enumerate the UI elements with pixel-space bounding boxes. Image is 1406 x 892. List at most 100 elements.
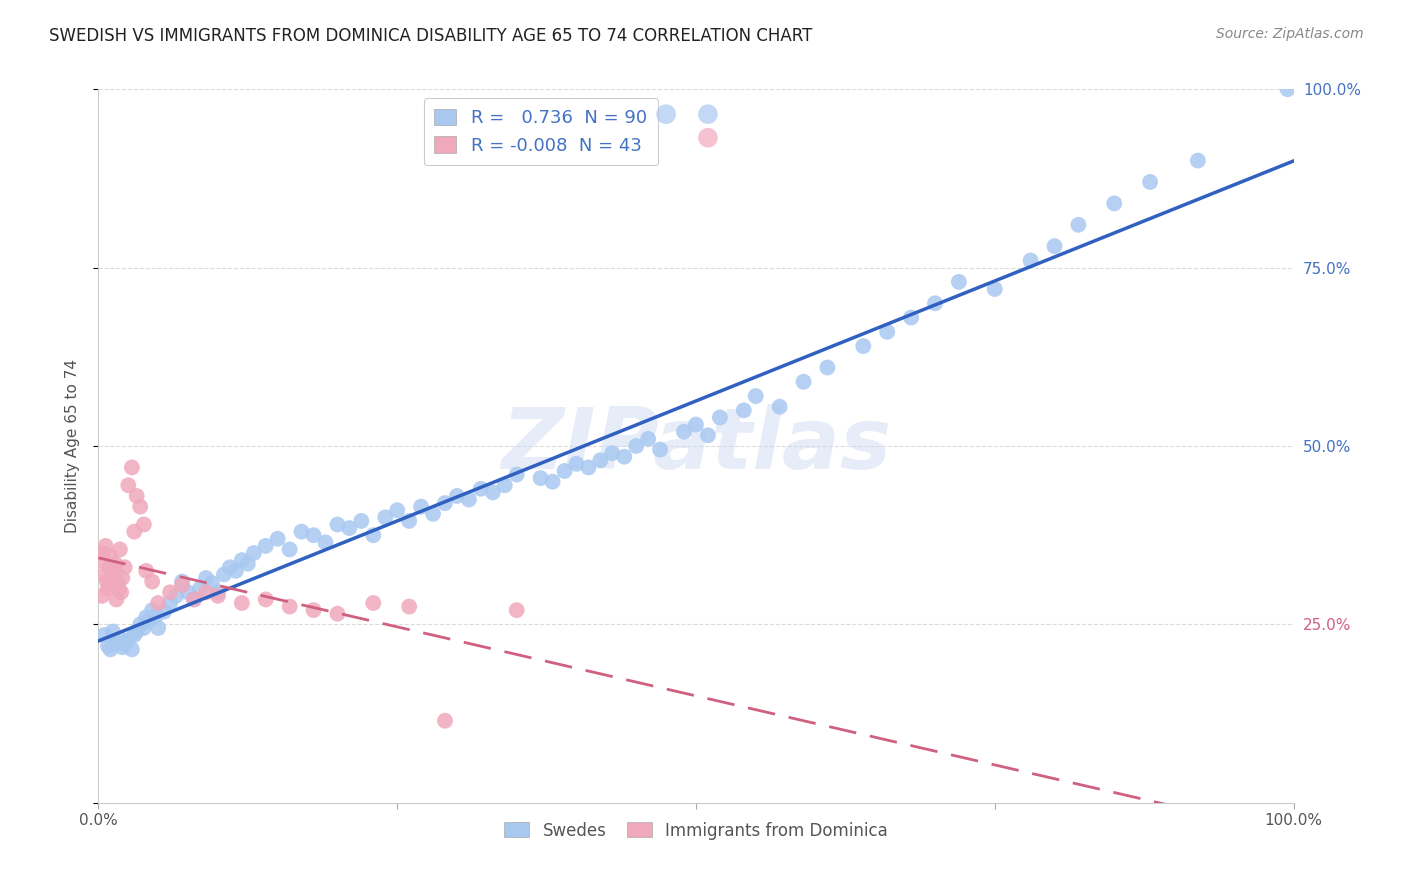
Point bbox=[411, 500, 433, 514]
Point bbox=[121, 460, 143, 475]
Point bbox=[254, 592, 277, 607]
Point bbox=[302, 603, 325, 617]
Point bbox=[172, 578, 194, 592]
Point bbox=[363, 528, 385, 542]
Point bbox=[98, 549, 122, 564]
Point bbox=[291, 524, 314, 539]
Point bbox=[91, 546, 114, 560]
Point bbox=[117, 633, 139, 648]
Point bbox=[374, 510, 396, 524]
Point bbox=[602, 446, 624, 460]
Point bbox=[637, 432, 659, 446]
Point bbox=[1187, 153, 1209, 168]
Point bbox=[1104, 196, 1126, 211]
Point bbox=[852, 339, 875, 353]
Text: SWEDISH VS IMMIGRANTS FROM DOMINICA DISABILITY AGE 65 TO 74 CORRELATION CHART: SWEDISH VS IMMIGRANTS FROM DOMINICA DISA… bbox=[49, 27, 813, 45]
Point bbox=[398, 599, 420, 614]
Point bbox=[243, 546, 266, 560]
Point bbox=[434, 714, 457, 728]
Point bbox=[1277, 82, 1299, 96]
Point bbox=[153, 605, 176, 619]
Point bbox=[231, 596, 253, 610]
Point bbox=[398, 514, 420, 528]
Point bbox=[302, 528, 325, 542]
Point bbox=[565, 457, 588, 471]
Point bbox=[589, 453, 612, 467]
Point bbox=[697, 107, 720, 121]
Point bbox=[709, 410, 731, 425]
Point bbox=[1043, 239, 1066, 253]
Point bbox=[135, 610, 157, 624]
Point bbox=[578, 460, 600, 475]
Point bbox=[93, 567, 115, 582]
Point bbox=[924, 296, 946, 310]
Point bbox=[655, 107, 678, 121]
Point bbox=[141, 603, 163, 617]
Point bbox=[129, 500, 152, 514]
Point bbox=[101, 578, 124, 592]
Point bbox=[733, 403, 755, 417]
Point bbox=[434, 496, 457, 510]
Point bbox=[165, 589, 187, 603]
Point bbox=[768, 400, 790, 414]
Point bbox=[613, 450, 636, 464]
Point bbox=[815, 360, 838, 375]
Point bbox=[470, 482, 492, 496]
Point bbox=[1139, 175, 1161, 189]
Point bbox=[117, 478, 139, 492]
Point bbox=[100, 571, 122, 585]
Point bbox=[541, 475, 564, 489]
Point bbox=[697, 130, 720, 145]
Point bbox=[110, 585, 132, 599]
Point bbox=[207, 589, 229, 603]
Point bbox=[219, 560, 242, 574]
Point bbox=[984, 282, 1007, 296]
Point bbox=[183, 592, 205, 607]
Point bbox=[626, 439, 648, 453]
Point bbox=[101, 624, 124, 639]
Point bbox=[481, 485, 505, 500]
Point bbox=[385, 503, 409, 517]
Point bbox=[103, 564, 125, 578]
Point bbox=[648, 442, 672, 457]
Point bbox=[96, 574, 118, 589]
Point bbox=[107, 574, 129, 589]
Point bbox=[326, 607, 349, 621]
Point bbox=[446, 489, 468, 503]
Point bbox=[97, 582, 120, 596]
Point bbox=[745, 389, 768, 403]
Point bbox=[138, 614, 160, 628]
Point bbox=[231, 553, 253, 567]
Point bbox=[148, 596, 170, 610]
Point bbox=[948, 275, 970, 289]
Point bbox=[506, 467, 529, 482]
Point bbox=[124, 524, 146, 539]
Point bbox=[111, 640, 134, 655]
Point bbox=[494, 478, 516, 492]
Point bbox=[108, 632, 131, 646]
Point bbox=[350, 514, 373, 528]
Point bbox=[121, 642, 143, 657]
Point bbox=[326, 517, 349, 532]
Point bbox=[177, 585, 200, 599]
Point bbox=[108, 542, 131, 557]
Point bbox=[254, 539, 277, 553]
Point bbox=[236, 557, 259, 571]
Point bbox=[94, 539, 117, 553]
Point bbox=[506, 603, 529, 617]
Point bbox=[876, 325, 898, 339]
Point bbox=[93, 628, 115, 642]
Point bbox=[207, 585, 229, 599]
Point bbox=[111, 571, 134, 585]
Point bbox=[1019, 253, 1042, 268]
Point bbox=[105, 635, 128, 649]
Point bbox=[104, 557, 127, 571]
Point bbox=[1067, 218, 1090, 232]
Point bbox=[195, 571, 218, 585]
Y-axis label: Disability Age 65 to 74: Disability Age 65 to 74 bbox=[65, 359, 80, 533]
Point bbox=[145, 608, 167, 623]
Point bbox=[267, 532, 290, 546]
Point bbox=[685, 417, 707, 432]
Point bbox=[135, 564, 157, 578]
Point bbox=[183, 592, 205, 607]
